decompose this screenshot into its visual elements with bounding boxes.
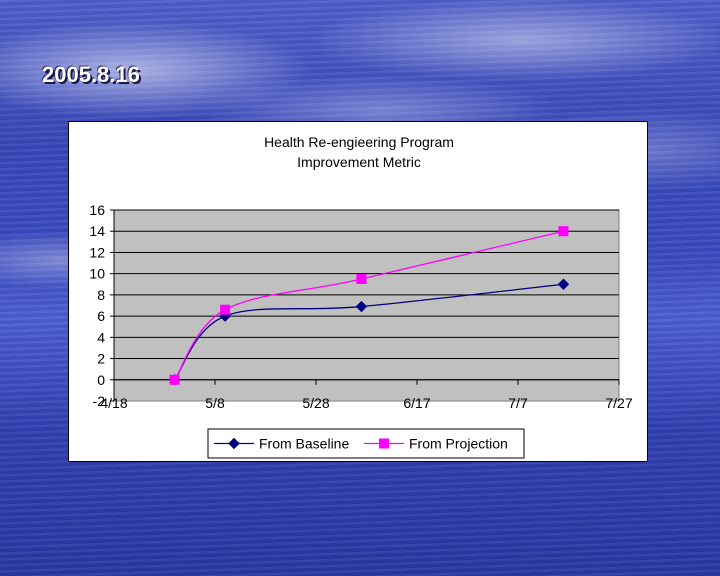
y-tick-label: 10: [89, 266, 105, 282]
chart-title-line-2: Improvement Metric: [297, 154, 421, 170]
y-tick-label: -2: [93, 393, 106, 409]
y-tick-label: 14: [89, 223, 105, 239]
slide-date-label: 2005.8.16: [42, 62, 140, 87]
series-line-2: [174, 230, 564, 381]
legend-label-1: From Baseline: [259, 436, 349, 452]
series-2-point: [169, 374, 180, 385]
legend-label-2: From Projection: [409, 436, 508, 452]
y-tick-label: 0: [97, 372, 105, 388]
line-chart: Health Re-engieering Program Improvement…: [89, 134, 633, 459]
y-tick-label: 12: [89, 244, 105, 260]
series-line-1: [174, 283, 564, 381]
chart-container: Health Re-engieering Program Improvement…: [68, 121, 648, 462]
series-2-point: [220, 304, 231, 315]
x-tick-label: 6/17: [403, 395, 430, 411]
x-tick-label: 4/18: [100, 395, 127, 411]
series-1-point: [557, 278, 570, 290]
series-2-point: [558, 226, 569, 237]
y-tick-label: 2: [97, 351, 105, 367]
y-tick-label: 16: [89, 202, 105, 218]
y-tick-label: 4: [97, 329, 105, 345]
x-tick-label: 7/7: [508, 395, 528, 411]
x-tick-label: 7/27: [605, 395, 632, 411]
legend-marker-1: [228, 437, 240, 450]
y-tick-label: 8: [97, 287, 105, 303]
chart-title-line-1: Health Re-engieering Program: [264, 134, 454, 150]
series-1-point: [355, 300, 368, 313]
y-tick-label: 6: [97, 308, 105, 324]
series-2-point: [356, 273, 367, 284]
x-tick-label: 5/8: [205, 395, 225, 411]
legend-marker-2: [379, 438, 389, 449]
x-tick-label: 5/28: [302, 395, 329, 411]
